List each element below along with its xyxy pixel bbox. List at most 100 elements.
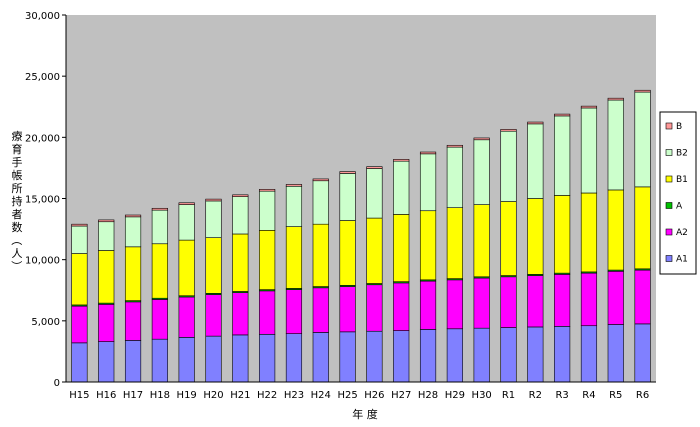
y-axis-title-char: （ [10, 235, 23, 246]
bar-segment-B1 [446, 207, 463, 279]
bar-segment-A2 [339, 286, 356, 333]
bar-segment-B1 [98, 250, 115, 304]
bar-stack-H29 [446, 144, 463, 383]
bar-segment-B [393, 159, 410, 162]
bar-segment-B2 [259, 190, 276, 231]
bar-segment-B2 [151, 209, 168, 245]
x-tick-label: H20 [203, 390, 223, 401]
x-ticks: H15 H16 H17 H18 H19 H20 H21 H22 H23 H24 H25 H26 H27 H… [69, 390, 649, 401]
y-axis-title-char: 育 [12, 142, 23, 156]
y-tick-label: 5,000 [31, 317, 60, 328]
bar-stack-H30 [473, 137, 490, 383]
bar-segment-B2 [98, 221, 115, 251]
bar-segment-B [178, 202, 195, 205]
bar-segment-A1 [580, 325, 598, 383]
x-tick-label: H26 [364, 390, 384, 401]
bar-segment-B [607, 97, 624, 101]
bar-segment-A1 [124, 340, 142, 383]
bar-segment-A1 [205, 335, 222, 383]
bar-segment-B [473, 137, 490, 141]
bar-segment-B2 [285, 185, 303, 227]
bar-segment-B1 [580, 192, 598, 273]
bar-stack-H18 [151, 207, 168, 383]
bar-segment-A1 [527, 326, 544, 383]
x-tick-label: H27 [391, 390, 411, 401]
bar-segment-A2 [232, 292, 249, 336]
bar-segment-A1 [232, 334, 249, 383]
bar-segment-B1 [71, 253, 88, 306]
bar-segment-B2 [232, 196, 249, 235]
bar-segment-B1 [312, 223, 329, 287]
bar-segment-B1 [634, 186, 651, 270]
y-axis-title-char: 持 [12, 194, 23, 208]
x-tick-label: R6 [636, 390, 649, 401]
bar-segment-B2 [393, 160, 410, 215]
bar-segment-A1 [285, 333, 303, 383]
y-tick-label: 25,000 [25, 72, 60, 83]
bar-segment-B2 [71, 225, 88, 254]
bar-segment-A2 [634, 269, 651, 325]
bar-segment-A2 [580, 272, 598, 327]
bar-segment-B1 [124, 246, 142, 301]
bar-segment-B1 [339, 220, 356, 286]
legend-swatch-B [665, 122, 673, 130]
y-axis-title-char: 療 [12, 129, 23, 143]
bar-segment-B1 [259, 230, 276, 290]
x-tick-label: H28 [418, 390, 438, 401]
bar-segment-B2 [312, 180, 329, 225]
bar-segment-B1 [285, 226, 303, 289]
legend-label-A2: A2 [676, 228, 688, 238]
bar-segment-A2 [446, 279, 463, 330]
legend: B B2 B1 A A2 A1 [659, 111, 697, 275]
bar-segment-A1 [500, 327, 517, 383]
bar-segment-A2 [419, 280, 437, 330]
bar-segment-B [366, 166, 383, 169]
bar-segment-B1 [232, 233, 249, 292]
x-tick-label: R1 [502, 390, 515, 401]
x-tick-label: R4 [582, 390, 595, 401]
bar-segment-B [259, 189, 276, 192]
bar-segment-B1 [366, 217, 383, 284]
bar-segment-B1 [527, 198, 544, 275]
y-axis-title-char: 人 [12, 247, 23, 260]
y-axis-title-char: 帳 [12, 168, 23, 182]
bar-segment-A1 [259, 333, 276, 383]
bar-segment-A2 [259, 290, 276, 335]
bar-segment-B1 [419, 210, 437, 281]
bar-segment-B [98, 219, 115, 223]
x-tick-label: H23 [284, 390, 304, 401]
y-ticks: 0 5,000 10,000 15,000 20,000 25,000 30,000 [25, 11, 66, 389]
x-tick-label: H25 [337, 390, 357, 401]
bar-segment-B2 [554, 115, 571, 196]
bar-segment-B2 [446, 146, 463, 208]
x-tick-label: H29 [445, 390, 465, 401]
y-tick-label: 15,000 [25, 195, 60, 206]
bar-stack-H24 [312, 178, 329, 383]
bar-segment-B1 [205, 237, 222, 294]
bar-segment-A2 [124, 301, 142, 341]
x-tick-label: H18 [150, 390, 170, 401]
bar-stack-R2 [527, 121, 544, 383]
y-axis-title-char: 所 [12, 182, 23, 195]
bar-segment-A2 [473, 277, 490, 329]
legend-label-B1: B1 [676, 175, 688, 185]
bar-segment-B2 [339, 173, 356, 221]
bar-stack-R1 [500, 129, 517, 383]
bar-segment-B2 [634, 91, 651, 188]
x-tick-label: H30 [472, 390, 492, 401]
bar-segment-B [285, 184, 303, 187]
bar-segment-B1 [393, 214, 410, 282]
legend-box [659, 111, 697, 275]
bar-segment-B [232, 194, 249, 197]
bar-stack-H26 [366, 166, 383, 383]
bar-segment-A1 [473, 327, 490, 383]
legend-swatch-A2 [665, 228, 673, 236]
y-axis-title-char: 手 [12, 155, 23, 169]
bar-segment-A1 [554, 326, 571, 383]
bar-segment-A2 [98, 304, 115, 342]
bar-segment-B1 [607, 189, 624, 271]
legend-swatch-B1 [665, 175, 673, 183]
y-axis-title-char: 者 [12, 208, 23, 221]
bar-segment-A1 [366, 330, 383, 383]
bar-stack-H21 [232, 194, 249, 383]
